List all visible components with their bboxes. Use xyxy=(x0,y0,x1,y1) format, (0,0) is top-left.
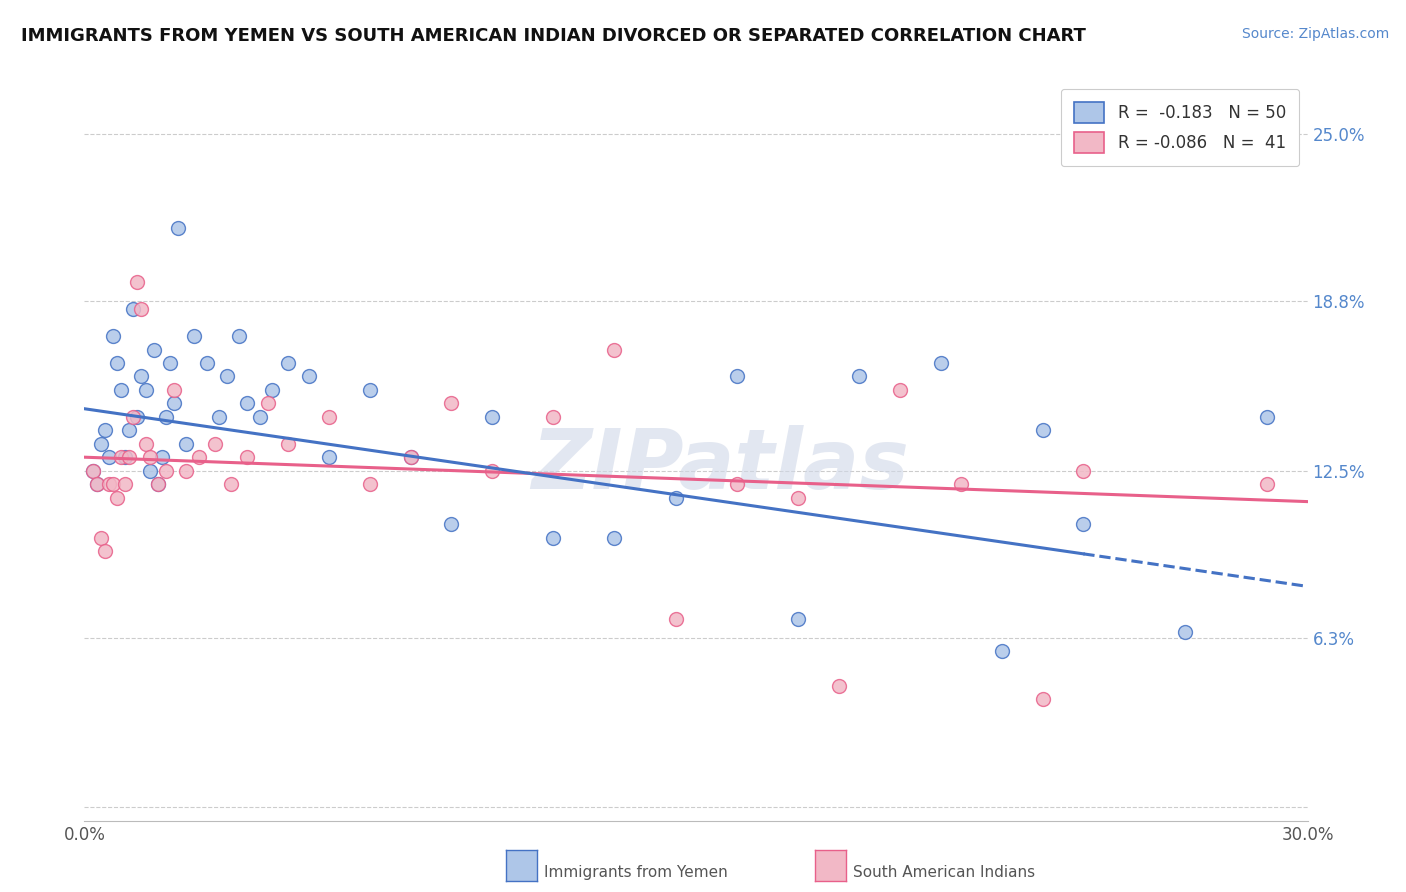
Text: South American Indians: South American Indians xyxy=(853,865,1036,880)
Point xyxy=(1073,464,1095,478)
Point xyxy=(114,450,136,465)
Point xyxy=(481,409,503,424)
Point xyxy=(110,383,132,397)
Point xyxy=(93,544,115,558)
Point xyxy=(889,383,911,397)
Point xyxy=(195,356,218,370)
Text: Immigrants from Yemen: Immigrants from Yemen xyxy=(544,865,728,880)
Point xyxy=(174,464,197,478)
Point xyxy=(131,302,153,317)
Point xyxy=(665,491,688,505)
Point xyxy=(131,369,153,384)
Point xyxy=(260,383,283,397)
Point xyxy=(787,612,810,626)
Point xyxy=(159,356,181,370)
Point xyxy=(187,450,209,465)
Point xyxy=(481,464,503,478)
Point xyxy=(249,409,271,424)
Point xyxy=(101,477,124,491)
Point xyxy=(277,356,299,370)
Point xyxy=(1174,625,1197,640)
Point xyxy=(318,450,340,465)
Legend: R =  -0.183   N = 50, R = -0.086   N =  41: R = -0.183 N = 50, R = -0.086 N = 41 xyxy=(1062,88,1299,167)
Point xyxy=(950,477,973,491)
Text: IMMIGRANTS FROM YEMEN VS SOUTH AMERICAN INDIAN DIVORCED OR SEPARATED CORRELATION: IMMIGRANTS FROM YEMEN VS SOUTH AMERICAN … xyxy=(21,27,1085,45)
Point xyxy=(277,436,299,450)
Point xyxy=(1032,692,1054,706)
Point xyxy=(101,329,124,343)
Point xyxy=(105,356,128,370)
Point xyxy=(1256,409,1278,424)
Point xyxy=(122,302,145,317)
Point xyxy=(929,356,952,370)
Point xyxy=(1073,517,1095,532)
Point xyxy=(228,329,250,343)
Point xyxy=(440,517,463,532)
Point xyxy=(236,450,259,465)
Point xyxy=(135,436,157,450)
Text: ZIPatlas: ZIPatlas xyxy=(531,425,910,506)
Point xyxy=(146,477,169,491)
Point xyxy=(155,464,177,478)
Point xyxy=(543,531,565,545)
Point xyxy=(135,383,157,397)
Point xyxy=(257,396,280,410)
Point xyxy=(543,409,565,424)
Point xyxy=(114,477,136,491)
Point xyxy=(118,423,141,437)
Point xyxy=(82,464,104,478)
Point xyxy=(97,450,120,465)
Point xyxy=(1032,423,1054,437)
Point xyxy=(150,450,173,465)
Point xyxy=(204,436,226,450)
Point xyxy=(359,383,381,397)
Point xyxy=(217,369,239,384)
Point xyxy=(90,436,112,450)
Point xyxy=(208,409,231,424)
Point xyxy=(138,450,160,465)
Point xyxy=(399,450,422,465)
Point xyxy=(725,477,748,491)
Point xyxy=(167,221,190,235)
Point xyxy=(298,369,321,384)
Point xyxy=(82,464,104,478)
Point xyxy=(97,477,120,491)
Text: Source: ZipAtlas.com: Source: ZipAtlas.com xyxy=(1241,27,1389,41)
Point xyxy=(86,477,108,491)
Point xyxy=(122,409,145,424)
Point xyxy=(110,450,132,465)
Point xyxy=(127,275,149,289)
Point xyxy=(603,343,626,357)
Y-axis label: Divorced or Separated: Divorced or Separated xyxy=(0,357,8,544)
Point xyxy=(603,531,626,545)
Point xyxy=(155,409,177,424)
Point xyxy=(440,396,463,410)
Point xyxy=(90,531,112,545)
Point xyxy=(86,477,108,491)
Point xyxy=(236,396,259,410)
Point xyxy=(219,477,242,491)
Point xyxy=(118,450,141,465)
Point xyxy=(828,679,851,693)
Point xyxy=(163,396,186,410)
Point xyxy=(665,612,688,626)
Point xyxy=(1256,477,1278,491)
Point xyxy=(725,369,748,384)
Point xyxy=(142,343,165,357)
Point xyxy=(848,369,870,384)
Point xyxy=(318,409,340,424)
Point xyxy=(127,409,149,424)
Point xyxy=(93,423,115,437)
Point xyxy=(399,450,422,465)
Point xyxy=(146,477,169,491)
Point xyxy=(105,491,128,505)
Point xyxy=(174,436,197,450)
Point xyxy=(359,477,381,491)
Point xyxy=(787,491,810,505)
Point xyxy=(991,644,1014,658)
Point xyxy=(163,383,186,397)
Point xyxy=(183,329,205,343)
Point xyxy=(138,464,160,478)
